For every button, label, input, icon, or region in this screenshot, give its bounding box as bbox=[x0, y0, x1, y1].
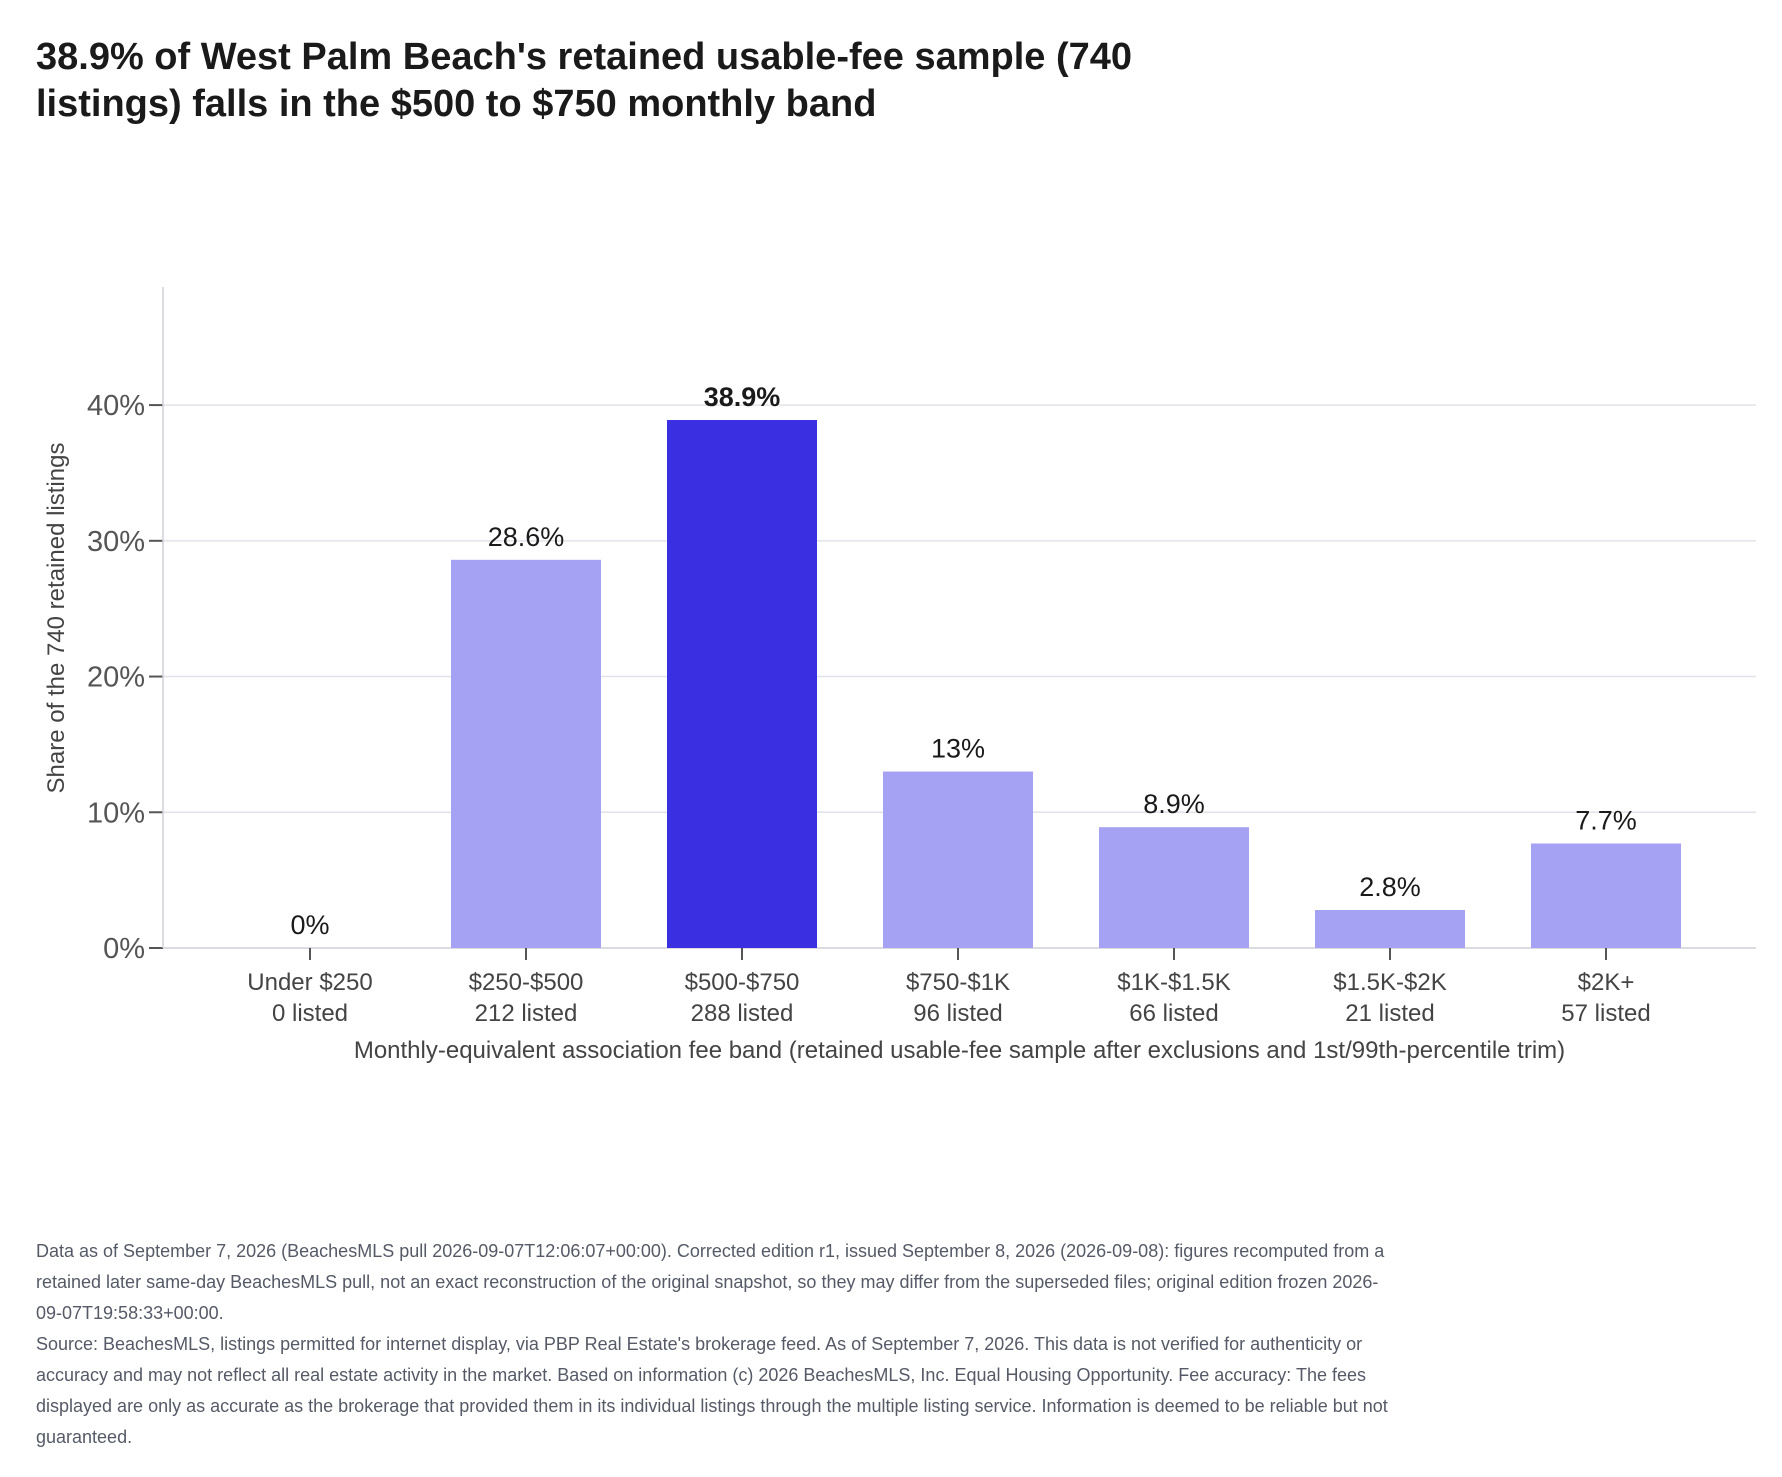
bar bbox=[1099, 827, 1249, 948]
x-tick-label: $750-$1K bbox=[906, 969, 1010, 996]
source-note: Source: BeachesMLS, listings permitted f… bbox=[36, 1334, 1388, 1447]
data-label: 2.8% bbox=[1359, 872, 1421, 902]
chart-title: 38.9% of West Palm Beach's retained usab… bbox=[36, 36, 1133, 125]
x-tick-label: Under $250 bbox=[247, 969, 372, 996]
x-tick-label: $250-$500 bbox=[469, 969, 584, 996]
bar bbox=[883, 771, 1033, 948]
data-label: 8.9% bbox=[1143, 789, 1205, 819]
y-tick-label: 40% bbox=[87, 390, 145, 422]
y-tick-label: 20% bbox=[87, 662, 145, 694]
footnote: Data as of September 7, 2026 (BeachesMLS… bbox=[36, 1236, 1396, 1453]
x-tick-count: 21 listed bbox=[1345, 1000, 1434, 1027]
data-label: 38.9% bbox=[704, 382, 781, 412]
x-axis-label: Monthly-equivalent association fee band … bbox=[354, 1037, 1565, 1064]
bar bbox=[1315, 909, 1465, 948]
x-tick-label: $1.5K-$2K bbox=[1333, 969, 1446, 996]
x-tick-count: 66 listed bbox=[1129, 1000, 1218, 1027]
x-tick-count: 96 listed bbox=[913, 1000, 1002, 1027]
x-tick-label: $2K+ bbox=[1578, 969, 1635, 996]
bar bbox=[451, 559, 601, 948]
edition-note: Data as of September 7, 2026 (BeachesMLS… bbox=[36, 1241, 1385, 1323]
bar-chart: 0% 10% 20% 30% 40% 0% Under $250 0 listed 28.6% $… bbox=[43, 287, 1756, 1064]
y-tick-label: 30% bbox=[87, 526, 145, 558]
y-axis-label: Share of the 740 retained listings bbox=[43, 443, 70, 794]
y-tick-label: 0% bbox=[103, 933, 145, 965]
x-tick-count: 0 listed bbox=[272, 1000, 348, 1027]
x-tick-count: 212 listed bbox=[475, 1000, 578, 1027]
bar bbox=[667, 420, 817, 948]
data-label: 7.7% bbox=[1575, 805, 1637, 835]
x-tick-label: $1K-$1.5K bbox=[1117, 969, 1230, 996]
x-tick-count: 57 listed bbox=[1561, 1000, 1650, 1027]
data-label: 0% bbox=[290, 910, 329, 940]
data-label: 13% bbox=[931, 734, 985, 764]
bar bbox=[1531, 843, 1681, 948]
x-tick-label: $500-$750 bbox=[685, 969, 800, 996]
x-tick-count: 288 listed bbox=[691, 1000, 794, 1027]
y-tick-label: 10% bbox=[87, 797, 145, 829]
data-label: 28.6% bbox=[488, 522, 565, 552]
